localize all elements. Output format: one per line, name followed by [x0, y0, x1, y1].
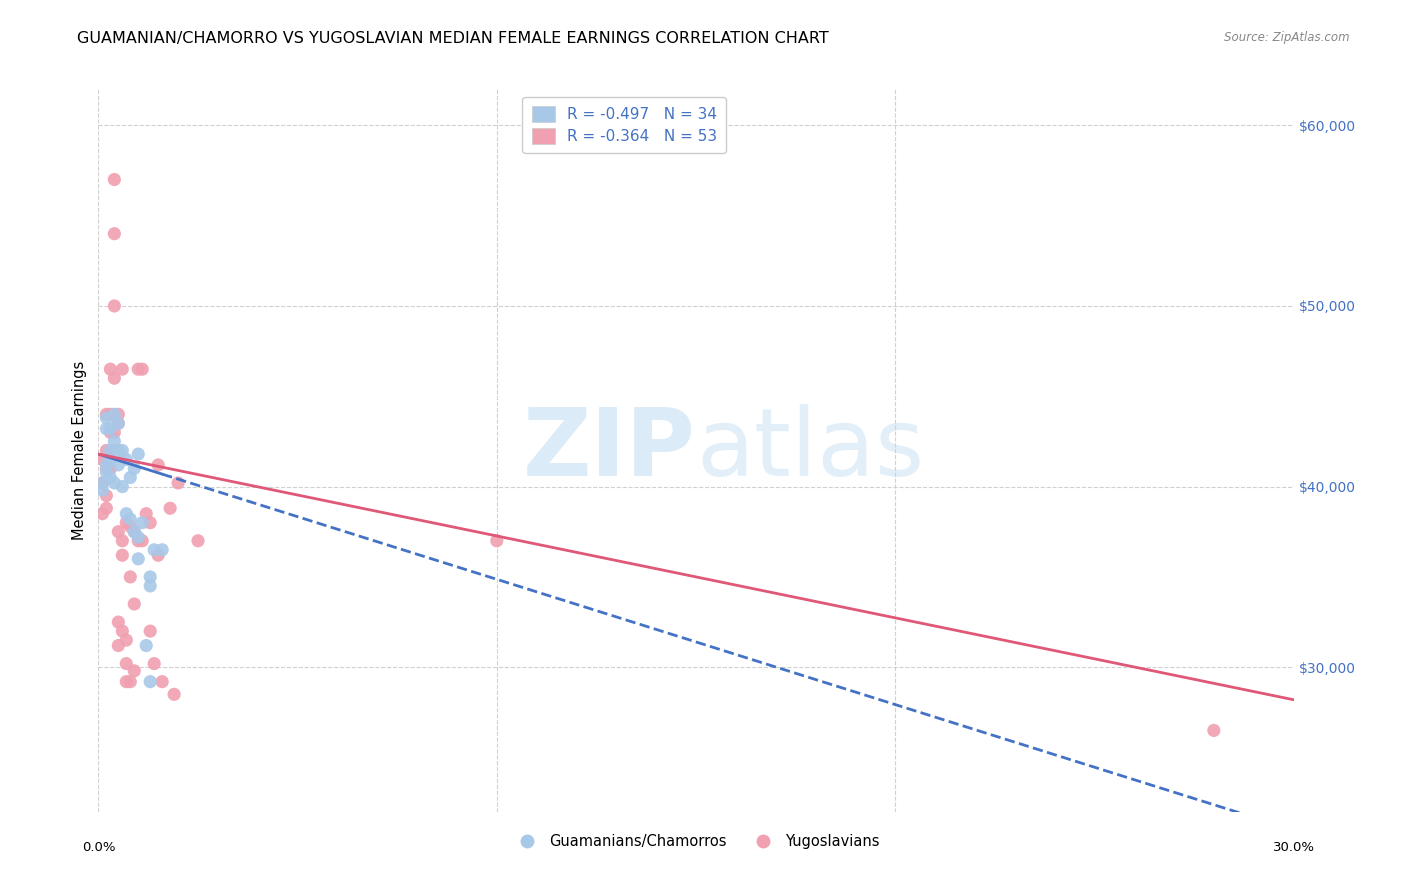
Point — [91, 483, 114, 498]
Point — [107, 458, 129, 472]
Point — [98, 470, 122, 484]
Point — [115, 507, 138, 521]
Y-axis label: Median Female Earnings: Median Female Earnings — [72, 361, 87, 540]
Point — [107, 639, 129, 653]
Point — [96, 458, 118, 472]
Point — [91, 452, 114, 467]
Point — [107, 524, 129, 539]
Point — [1202, 723, 1225, 738]
Point — [127, 447, 149, 461]
Point — [127, 533, 149, 548]
Point — [148, 458, 170, 472]
Point — [135, 507, 157, 521]
Point — [96, 489, 118, 503]
Point — [127, 530, 149, 544]
Text: ZIP: ZIP — [523, 404, 696, 497]
Point — [120, 470, 142, 484]
Point — [103, 475, 125, 490]
Point — [131, 362, 153, 376]
Point — [115, 657, 138, 671]
Point — [98, 443, 122, 458]
Point — [98, 422, 122, 436]
Point — [103, 227, 125, 241]
Text: atlas: atlas — [696, 404, 924, 497]
Point — [167, 475, 190, 490]
Point — [103, 407, 125, 421]
Point — [163, 687, 186, 701]
Point — [120, 674, 142, 689]
Point — [98, 425, 122, 440]
Point — [143, 657, 166, 671]
Point — [150, 674, 173, 689]
Point — [96, 407, 118, 421]
Point — [135, 639, 157, 653]
Point — [124, 461, 146, 475]
Point — [148, 548, 170, 562]
Point — [91, 475, 114, 490]
Point — [127, 551, 149, 566]
Text: 30.0%: 30.0% — [1272, 840, 1315, 854]
Point — [103, 425, 125, 440]
Point — [115, 516, 138, 530]
Point — [103, 434, 125, 449]
Point — [111, 443, 134, 458]
Point — [98, 461, 122, 475]
Point — [124, 664, 146, 678]
Text: GUAMANIAN/CHAMORRO VS YUGOSLAVIAN MEDIAN FEMALE EARNINGS CORRELATION CHART: GUAMANIAN/CHAMORRO VS YUGOSLAVIAN MEDIAN… — [77, 31, 830, 46]
Point — [120, 512, 142, 526]
Point — [111, 533, 134, 548]
Point — [98, 452, 122, 467]
Point — [187, 533, 209, 548]
Point — [103, 299, 125, 313]
Point — [103, 371, 125, 385]
Point — [131, 516, 153, 530]
Point — [96, 411, 118, 425]
Point — [98, 362, 122, 376]
Legend: Guamanians/Chamorros, Yugoslavians: Guamanians/Chamorros, Yugoslavians — [506, 829, 886, 855]
Point — [139, 570, 162, 584]
Point — [120, 570, 142, 584]
Point — [127, 362, 149, 376]
Point — [139, 516, 162, 530]
Point — [111, 548, 134, 562]
Point — [103, 172, 125, 186]
Point — [96, 501, 118, 516]
Point — [139, 624, 162, 639]
Point — [159, 501, 181, 516]
Point — [111, 624, 134, 639]
Point — [96, 422, 118, 436]
Point — [96, 443, 118, 458]
Point — [107, 407, 129, 421]
Point — [107, 615, 129, 629]
Point — [115, 452, 138, 467]
Point — [115, 674, 138, 689]
Point — [98, 407, 122, 421]
Point — [139, 579, 162, 593]
Point — [124, 597, 146, 611]
Point — [111, 480, 134, 494]
Point — [139, 674, 162, 689]
Point — [150, 542, 173, 557]
Point — [111, 362, 134, 376]
Point — [107, 443, 129, 458]
Point — [124, 524, 146, 539]
Text: Source: ZipAtlas.com: Source: ZipAtlas.com — [1225, 31, 1350, 45]
Text: 0.0%: 0.0% — [82, 840, 115, 854]
Point — [91, 475, 114, 490]
Point — [120, 519, 142, 533]
Point — [143, 542, 166, 557]
Point — [107, 417, 129, 431]
Point — [96, 461, 118, 475]
Point — [115, 633, 138, 648]
Point — [96, 465, 118, 479]
Point — [107, 417, 129, 431]
Point — [485, 533, 508, 548]
Point — [91, 507, 114, 521]
Point — [131, 533, 153, 548]
Point — [124, 524, 146, 539]
